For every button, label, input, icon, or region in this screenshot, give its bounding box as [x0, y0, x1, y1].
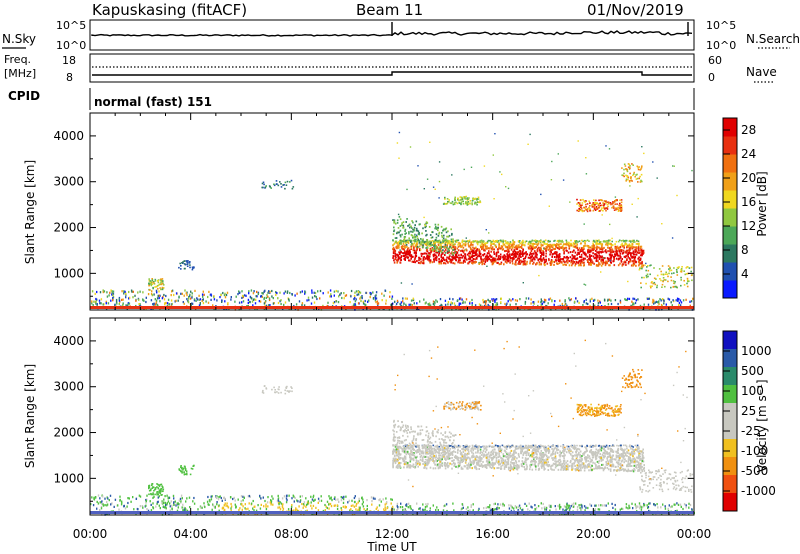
- colorbar-tick-label: -100: [741, 444, 768, 458]
- velocity-frame: [89, 317, 695, 516]
- power-ylabel: Slant Range [km]: [23, 160, 37, 264]
- colorbar-segment: [723, 403, 737, 422]
- colorbar-tick-label: -25: [741, 424, 761, 438]
- power-y-axis: 1000 2000 3000 4000: [53, 112, 694, 297]
- colorbar-segment: [723, 244, 737, 263]
- power-colorbar: 4 8 12 16 20 24 28: [722, 117, 756, 299]
- nsky-left-tick-bottom: 10^0: [56, 39, 86, 52]
- power-colorbar-label: Power [dB]: [755, 171, 769, 236]
- y-tick-label: 4000: [53, 334, 84, 348]
- nsky-right-tick-bottom: 10^0: [706, 39, 736, 52]
- colorbar-tick-label: 28: [741, 123, 756, 137]
- colorbar-tick-label: -500: [741, 464, 768, 478]
- nsky-left-tick-top: 10^5: [56, 19, 86, 32]
- x-tick-label: 08:00: [274, 527, 309, 541]
- y-tick-label: 1000: [53, 266, 84, 280]
- y-tick-label: 2000: [53, 426, 84, 440]
- colorbar-tick-label: 1000: [741, 344, 772, 358]
- colorbar-segment: [723, 367, 737, 386]
- x-tick-label: 04:00: [173, 527, 208, 541]
- colorbar-tick-label: -1000: [741, 484, 776, 498]
- colorbar-segment: [723, 475, 737, 494]
- power-panel: 1000 2000 3000 4000 Slant Range [km] 4 8 12 16…: [23, 112, 769, 311]
- colorbar-segment: [723, 226, 737, 245]
- velocity-x-tick-marks: [89, 318, 695, 515]
- freq-right-tick-top: 60: [708, 54, 722, 67]
- velocity-panel: 1000 2000 3000 4000 Slant Range [km] 1000 50…: [23, 317, 776, 516]
- colorbar-segment: [723, 493, 737, 512]
- freq-label-2: [MHz]: [4, 67, 36, 80]
- colorbar-segment: [723, 385, 737, 404]
- y-tick-label: 4000: [53, 129, 84, 143]
- colorbar-segment: [723, 154, 737, 173]
- colorbar-segment: [723, 208, 737, 227]
- power-x-tick-marks: [89, 113, 695, 310]
- colorbar-segment: [723, 262, 737, 281]
- freq-trace: [92, 71, 692, 76]
- velocity-colorbar: 1000 500 100 25 -25 -100 -500 -1000: [722, 330, 776, 512]
- colorbar-segment: [723, 421, 737, 440]
- x-axis-title: Time UT: [366, 540, 417, 554]
- colorbar-tick-label: 16: [741, 195, 756, 209]
- colorbar-segment: [723, 190, 737, 209]
- colorbar-segment: [723, 349, 737, 368]
- nsky-trace: [91, 30, 693, 37]
- freq-strip: Freq. [MHz] 18 8 60 0 Nave: [4, 53, 777, 84]
- x-tick-label: 20:00: [576, 527, 611, 541]
- colorbar-tick-label: 24: [741, 147, 756, 161]
- freq-left-tick-top: 18: [62, 54, 76, 67]
- power-data-cloud: [90, 131, 694, 311]
- colorbar-tick-label: 25: [741, 404, 756, 418]
- nsky-strip: N.Sky 10^5 10^0 10^5 10^0 N.Search: [2, 19, 800, 52]
- y-tick-label: 2000: [53, 221, 84, 235]
- colorbar-segment: [723, 439, 737, 458]
- x-axis-labels: 00:00 04:00 08:00 12:00 16:00 20:00 00:00: [73, 527, 712, 541]
- colorbar-tick-label: 100: [741, 384, 764, 398]
- cpid-strip: CPID normal (fast) 151: [8, 88, 695, 110]
- nsky-label: N.Sky: [2, 32, 36, 46]
- colorbar-frame: [722, 330, 738, 512]
- colorbar-tick-label: 20: [741, 171, 756, 185]
- x-tick-label: 16:00: [475, 527, 510, 541]
- colorbar-tick-label: 12: [741, 219, 756, 233]
- colorbar-tick-label: 500: [741, 364, 764, 378]
- colorbar-segment: [723, 136, 737, 155]
- x-tick-label: 00:00: [73, 527, 108, 541]
- freq-frame: [89, 53, 695, 83]
- freq-right-tick-bottom: 0: [708, 71, 715, 84]
- date-title: 01/Nov/2019: [587, 1, 684, 19]
- station-title: Kapuskasing (fitACF): [92, 1, 247, 19]
- beam-title: Beam 11: [356, 1, 423, 19]
- colorbar-segment: [723, 457, 737, 476]
- velocity-y-axis: 1000 2000 3000 4000: [53, 317, 694, 502]
- nsky-frame: [89, 19, 695, 51]
- nave-label: Nave: [746, 65, 777, 79]
- y-tick-label: 3000: [53, 175, 84, 189]
- colorbar-segment: [723, 118, 737, 137]
- nsearch-label: N.Search: [746, 32, 800, 46]
- colorbar-frame: [722, 117, 738, 299]
- colorbar-segment: [723, 172, 737, 191]
- cpid-mode: normal (fast) 151: [94, 95, 212, 109]
- velocity-data-cloud: [90, 339, 696, 516]
- y-tick-label: 1000: [53, 471, 84, 485]
- colorbar-tick-label: 8: [741, 243, 749, 257]
- velocity-colorbar-label: Velocity [m s⁻¹]: [755, 379, 769, 472]
- x-tick-label: 00:00: [677, 527, 712, 541]
- freq-left-tick-bottom: 8: [66, 71, 73, 84]
- colorbar-tick-label: 4: [741, 267, 749, 281]
- x-tick-label: 12:00: [375, 527, 410, 541]
- colorbar-segment: [723, 331, 737, 350]
- nsky-right-tick-top: 10^5: [706, 19, 736, 32]
- velocity-ylabel: Slant Range [km]: [23, 364, 37, 468]
- freq-label-1: Freq.: [4, 53, 31, 66]
- colorbar-segment: [723, 280, 737, 299]
- cpid-label: CPID: [8, 89, 40, 103]
- y-tick-label: 3000: [53, 380, 84, 394]
